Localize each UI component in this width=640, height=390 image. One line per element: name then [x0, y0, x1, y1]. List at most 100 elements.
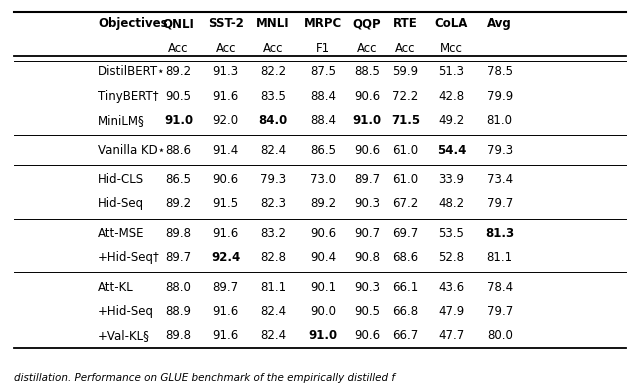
Text: 81.1: 81.1 — [486, 251, 513, 264]
Text: 81.0: 81.0 — [486, 114, 513, 127]
Text: 84.0: 84.0 — [258, 114, 287, 127]
Text: 79.7: 79.7 — [486, 197, 513, 211]
Text: 91.5: 91.5 — [212, 197, 239, 211]
Text: TinyBERT†: TinyBERT† — [99, 90, 159, 103]
Text: +Hid-Seq†: +Hid-Seq† — [99, 251, 160, 264]
Text: 89.7: 89.7 — [212, 281, 239, 294]
Text: 66.8: 66.8 — [392, 305, 419, 318]
Text: 88.9: 88.9 — [166, 305, 191, 318]
Text: +Hid-Seq: +Hid-Seq — [99, 305, 154, 318]
Text: 42.8: 42.8 — [438, 90, 465, 103]
Text: 52.8: 52.8 — [438, 251, 464, 264]
Text: 92.0: 92.0 — [212, 114, 239, 127]
Text: 90.0: 90.0 — [310, 305, 336, 318]
Text: 90.5: 90.5 — [354, 305, 380, 318]
Text: 89.8: 89.8 — [166, 330, 191, 342]
Text: 80.0: 80.0 — [487, 330, 513, 342]
Text: 90.7: 90.7 — [354, 227, 380, 240]
Text: 91.0: 91.0 — [353, 114, 381, 127]
Text: 66.1: 66.1 — [392, 281, 419, 294]
Text: 78.4: 78.4 — [486, 281, 513, 294]
Text: 61.0: 61.0 — [392, 173, 419, 186]
Text: 51.3: 51.3 — [438, 66, 464, 78]
Text: 91.0: 91.0 — [164, 114, 193, 127]
Text: Acc: Acc — [395, 42, 415, 55]
Text: 90.1: 90.1 — [310, 281, 336, 294]
Text: MRPC: MRPC — [304, 17, 342, 30]
Text: 61.0: 61.0 — [392, 144, 419, 156]
Text: 82.3: 82.3 — [260, 197, 286, 211]
Text: F1: F1 — [316, 42, 330, 55]
Text: 79.7: 79.7 — [486, 305, 513, 318]
Text: 90.3: 90.3 — [354, 197, 380, 211]
Text: 90.5: 90.5 — [166, 90, 191, 103]
Text: 91.3: 91.3 — [212, 66, 239, 78]
Text: SST-2: SST-2 — [208, 17, 244, 30]
Text: 33.9: 33.9 — [438, 173, 464, 186]
Text: Vanilla KD⋆: Vanilla KD⋆ — [99, 144, 165, 156]
Text: Avg: Avg — [487, 17, 512, 30]
Text: 43.6: 43.6 — [438, 281, 465, 294]
Text: 90.6: 90.6 — [354, 330, 380, 342]
Text: Mcc: Mcc — [440, 42, 463, 55]
Text: Hid-Seq: Hid-Seq — [99, 197, 145, 211]
Text: 87.5: 87.5 — [310, 66, 336, 78]
Text: 73.0: 73.0 — [310, 173, 336, 186]
Text: +Val-KL§: +Val-KL§ — [99, 330, 150, 342]
Text: 82.8: 82.8 — [260, 251, 286, 264]
Text: 66.7: 66.7 — [392, 330, 419, 342]
Text: 79.3: 79.3 — [260, 173, 286, 186]
Text: MiniLM§: MiniLM§ — [99, 114, 145, 127]
Text: 90.6: 90.6 — [310, 227, 336, 240]
Text: 79.9: 79.9 — [486, 90, 513, 103]
Text: 88.5: 88.5 — [354, 66, 380, 78]
Text: 49.2: 49.2 — [438, 114, 465, 127]
Text: Acc: Acc — [262, 42, 283, 55]
Text: Att-MSE: Att-MSE — [99, 227, 145, 240]
Text: RTE: RTE — [393, 17, 418, 30]
Text: 54.4: 54.4 — [436, 144, 466, 156]
Text: 83.2: 83.2 — [260, 227, 286, 240]
Text: 88.4: 88.4 — [310, 90, 336, 103]
Text: MNLI: MNLI — [256, 17, 290, 30]
Text: 89.7: 89.7 — [166, 251, 191, 264]
Text: 53.5: 53.5 — [438, 227, 464, 240]
Text: Objectives: Objectives — [99, 17, 168, 30]
Text: 81.3: 81.3 — [485, 227, 515, 240]
Text: 82.2: 82.2 — [260, 66, 286, 78]
Text: 89.2: 89.2 — [166, 197, 191, 211]
Text: 91.6: 91.6 — [212, 90, 239, 103]
Text: 90.6: 90.6 — [354, 144, 380, 156]
Text: QNLI: QNLI — [163, 17, 195, 30]
Text: 69.7: 69.7 — [392, 227, 419, 240]
Text: 68.6: 68.6 — [392, 251, 419, 264]
Text: 86.5: 86.5 — [166, 173, 191, 186]
Text: Acc: Acc — [357, 42, 378, 55]
Text: 82.4: 82.4 — [260, 305, 286, 318]
Text: 91.6: 91.6 — [212, 330, 239, 342]
Text: 90.6: 90.6 — [212, 173, 239, 186]
Text: Acc: Acc — [216, 42, 236, 55]
Text: 82.4: 82.4 — [260, 144, 286, 156]
Text: Acc: Acc — [168, 42, 189, 55]
Text: 90.3: 90.3 — [354, 281, 380, 294]
Text: QQP: QQP — [353, 17, 381, 30]
Text: 86.5: 86.5 — [310, 144, 336, 156]
Text: 72.2: 72.2 — [392, 90, 419, 103]
Text: CoLA: CoLA — [435, 17, 468, 30]
Text: 90.8: 90.8 — [354, 251, 380, 264]
Text: 89.2: 89.2 — [166, 66, 191, 78]
Text: 79.3: 79.3 — [486, 144, 513, 156]
Text: 92.4: 92.4 — [211, 251, 240, 264]
Text: 90.6: 90.6 — [354, 90, 380, 103]
Text: 89.7: 89.7 — [354, 173, 380, 186]
Text: 78.5: 78.5 — [486, 66, 513, 78]
Text: 83.5: 83.5 — [260, 90, 286, 103]
Text: 88.0: 88.0 — [166, 281, 191, 294]
Text: Att-KL: Att-KL — [99, 281, 134, 294]
Text: 91.0: 91.0 — [308, 330, 338, 342]
Text: 59.9: 59.9 — [392, 66, 419, 78]
Text: Hid-CLS: Hid-CLS — [99, 173, 145, 186]
Text: 89.8: 89.8 — [166, 227, 191, 240]
Text: distillation. Performance on GLUE benchmark of the empirically distilled f: distillation. Performance on GLUE benchm… — [14, 373, 395, 383]
